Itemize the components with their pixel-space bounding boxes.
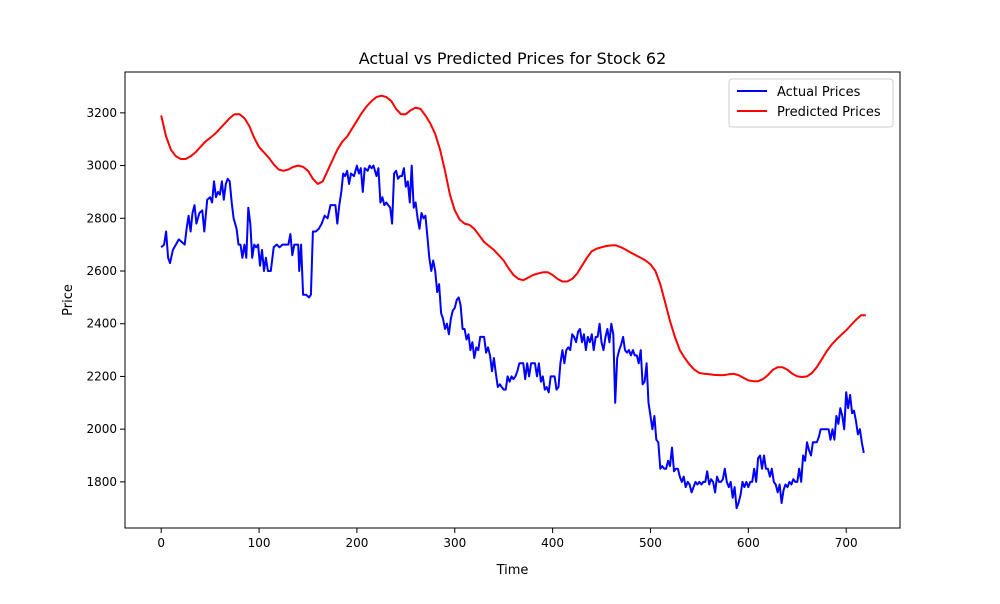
plot-frame xyxy=(124,71,901,529)
legend: Actual Prices Predicted Prices xyxy=(728,78,894,128)
series-line-predicted-prices xyxy=(160,94,866,383)
x-tick-label: 600 xyxy=(737,536,760,550)
x-tick-label: 0 xyxy=(157,536,165,550)
y-axis-ticks: 1800 2000 2200 2400 2600 2800 3000 3200 xyxy=(86,106,125,489)
chart-title: Actual vs Predicted Prices for Stock 62 xyxy=(359,49,667,68)
y-tick-label: 2800 xyxy=(86,211,117,225)
y-tick-label: 2000 xyxy=(86,422,117,436)
x-axis-ticks: 0 100 200 300 400 500 600 700 xyxy=(157,528,858,550)
x-tick-label: 700 xyxy=(835,536,858,550)
y-tick-label: 2600 xyxy=(86,264,117,278)
series-line-actual-prices xyxy=(160,164,865,510)
x-tick-label: 500 xyxy=(639,536,662,550)
y-tick-label: 2200 xyxy=(86,369,117,383)
y-tick-label: 3200 xyxy=(86,106,117,120)
x-tick-label: 200 xyxy=(345,536,368,550)
y-tick-label: 1800 xyxy=(86,475,117,489)
x-tick-label: 300 xyxy=(443,536,466,550)
y-axis-label: Price xyxy=(61,284,76,316)
y-tick-label: 2400 xyxy=(86,317,117,331)
plot-lines xyxy=(160,94,866,510)
x-axis-label: Time xyxy=(496,563,529,578)
x-tick-label: 400 xyxy=(541,536,564,550)
legend-label-predicted: Predicted Prices xyxy=(777,105,881,120)
legend-label-actual: Actual Prices xyxy=(777,85,861,100)
y-tick-label: 3000 xyxy=(86,159,117,173)
x-tick-label: 100 xyxy=(248,536,271,550)
legend-box xyxy=(728,78,894,128)
